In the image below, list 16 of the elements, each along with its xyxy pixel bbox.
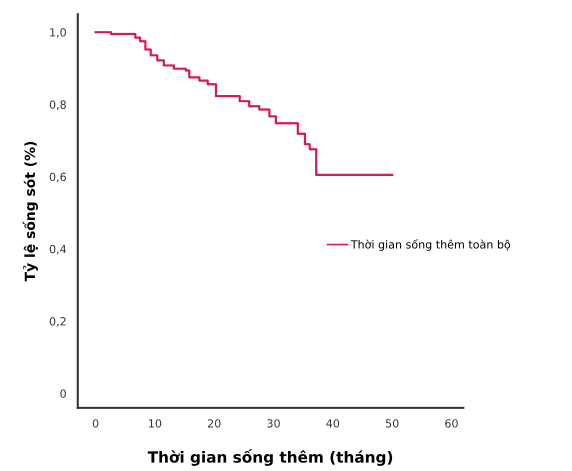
x-tick-label: 30 bbox=[267, 419, 280, 428]
y-tick-label: 0,4 bbox=[50, 244, 66, 254]
y-tick-label: 0,2 bbox=[50, 317, 66, 327]
y-tick-label: 0,8 bbox=[50, 100, 66, 110]
y-axis-title: Tỷ lệ sống sót (%) bbox=[22, 142, 38, 282]
x-tick-label: 20 bbox=[208, 419, 221, 428]
x-tick-label: 50 bbox=[386, 419, 398, 428]
x-axis-title: Thời gian sống thêm (tháng) bbox=[148, 449, 392, 466]
y-tick-label: 0,6 bbox=[50, 172, 66, 182]
x-tick-label: 40 bbox=[326, 419, 340, 428]
x-tick-label: 10 bbox=[149, 419, 162, 428]
y-tick-label: 1,0 bbox=[50, 28, 66, 38]
legend-label: Thời gian sống thêm toàn bộ bbox=[350, 239, 510, 251]
x-tick-label: 60 bbox=[445, 419, 458, 428]
x-tick-label: 0 bbox=[92, 419, 98, 428]
y-tick-label: 0 bbox=[60, 389, 66, 398]
